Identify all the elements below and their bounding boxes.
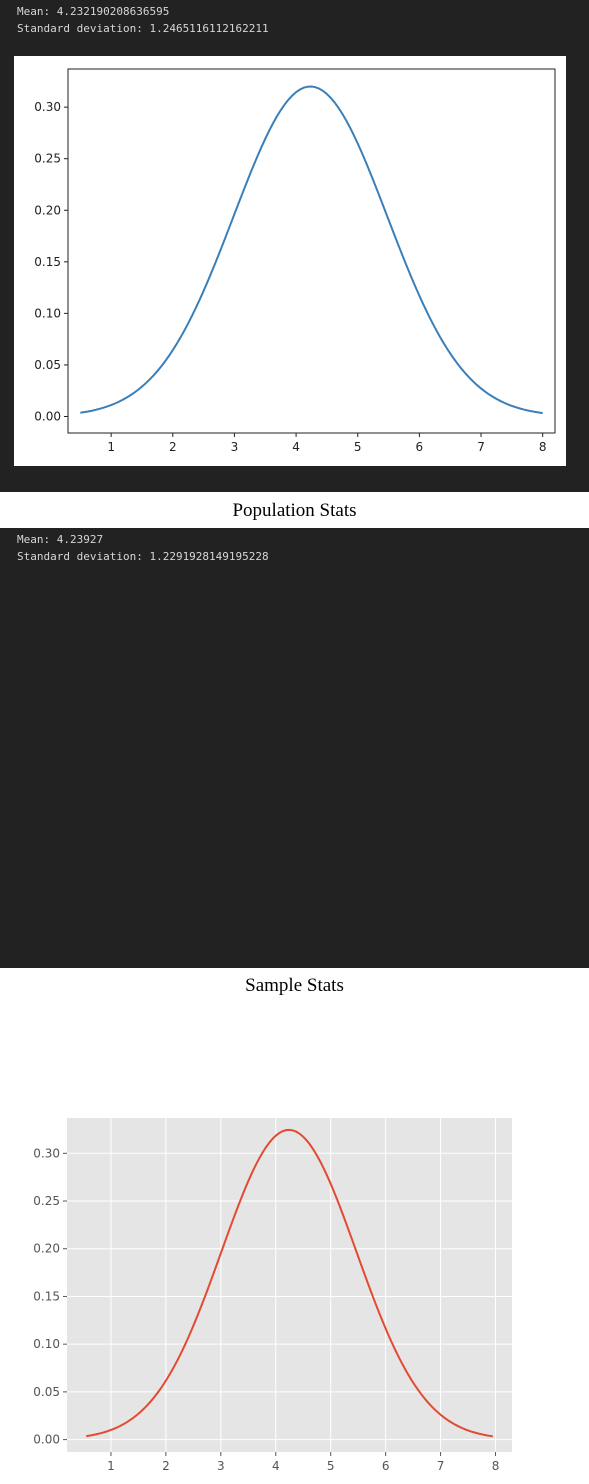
x-tick-label: 4 <box>292 440 300 454</box>
x-tick-label: 5 <box>354 440 362 454</box>
y-tick-label: 0.30 <box>34 100 61 114</box>
population-chart-svg: 1 2 3 4 5 6 7 8 0.00 0.05 0.10 0.15 0.20 0.25 0.30 <box>14 56 566 466</box>
x-tick-label: 2 <box>169 440 177 454</box>
sample-caption: Sample Stats <box>0 975 589 997</box>
y-tick-label: 0.20 <box>33 1242 60 1256</box>
x-tick-label: 2 <box>162 1459 170 1473</box>
x-tick-label: 8 <box>539 440 547 454</box>
x-tick-label: 5 <box>327 1459 335 1473</box>
population-mean-text: Mean: 4.232190208636595 <box>17 3 169 20</box>
plot-area-background <box>67 1118 512 1452</box>
sample-std-text: Standard deviation: 1.2291928149195228 <box>17 548 269 565</box>
y-tick-label: 0.00 <box>34 410 61 424</box>
sample-mean-text: Mean: 4.23927 <box>17 531 103 548</box>
x-tick-label: 3 <box>231 440 239 454</box>
y-tick-label: 0.25 <box>34 152 61 166</box>
x-tick-label: 7 <box>437 1459 445 1473</box>
x-tick-label: 4 <box>272 1459 280 1473</box>
sample-chart: 1 2 3 4 5 6 7 8 0.00 0.05 0.10 0.15 0.20 0.25 0.30 <box>14 1107 521 1484</box>
x-tick-label: 6 <box>416 440 424 454</box>
y-tick-label: 0.05 <box>34 358 61 372</box>
population-caption: Population Stats <box>0 500 589 522</box>
y-tick-label: 0.10 <box>33 1337 60 1351</box>
x-tick-label: 1 <box>107 440 115 454</box>
x-tick-label: 7 <box>477 440 485 454</box>
sample-chart-svg: 1 2 3 4 5 6 7 8 0.00 0.05 0.10 0.15 0.20 0.25 0.30 <box>14 1107 521 1484</box>
y-tick-label: 0.10 <box>34 306 61 320</box>
population-std-text: Standard deviation: 1.2465116112162211 <box>17 20 269 37</box>
x-tick-label: 1 <box>107 1459 115 1473</box>
y-tick-label: 0.20 <box>34 203 61 217</box>
y-tick-label: 0.00 <box>33 1433 60 1447</box>
y-tick-label: 0.30 <box>33 1146 60 1160</box>
x-tick-label: 6 <box>382 1459 390 1473</box>
population-chart: 1 2 3 4 5 6 7 8 0.00 0.05 0.10 0.15 0.20 0.25 0.30 <box>14 56 566 466</box>
y-tick-label: 0.15 <box>33 1289 60 1303</box>
plot-area-frame <box>68 69 555 433</box>
y-tick-label: 0.25 <box>33 1194 60 1208</box>
population-output-panel: Mean: 4.232190208636595 Standard deviati… <box>0 0 589 492</box>
y-tick-label: 0.15 <box>34 255 61 269</box>
x-tick-label: 3 <box>217 1459 225 1473</box>
x-tick-label: 8 <box>492 1459 500 1473</box>
y-tick-label: 0.05 <box>33 1385 60 1399</box>
sample-output-panel: Mean: 4.23927 Standard deviation: 1.2291… <box>0 528 589 968</box>
